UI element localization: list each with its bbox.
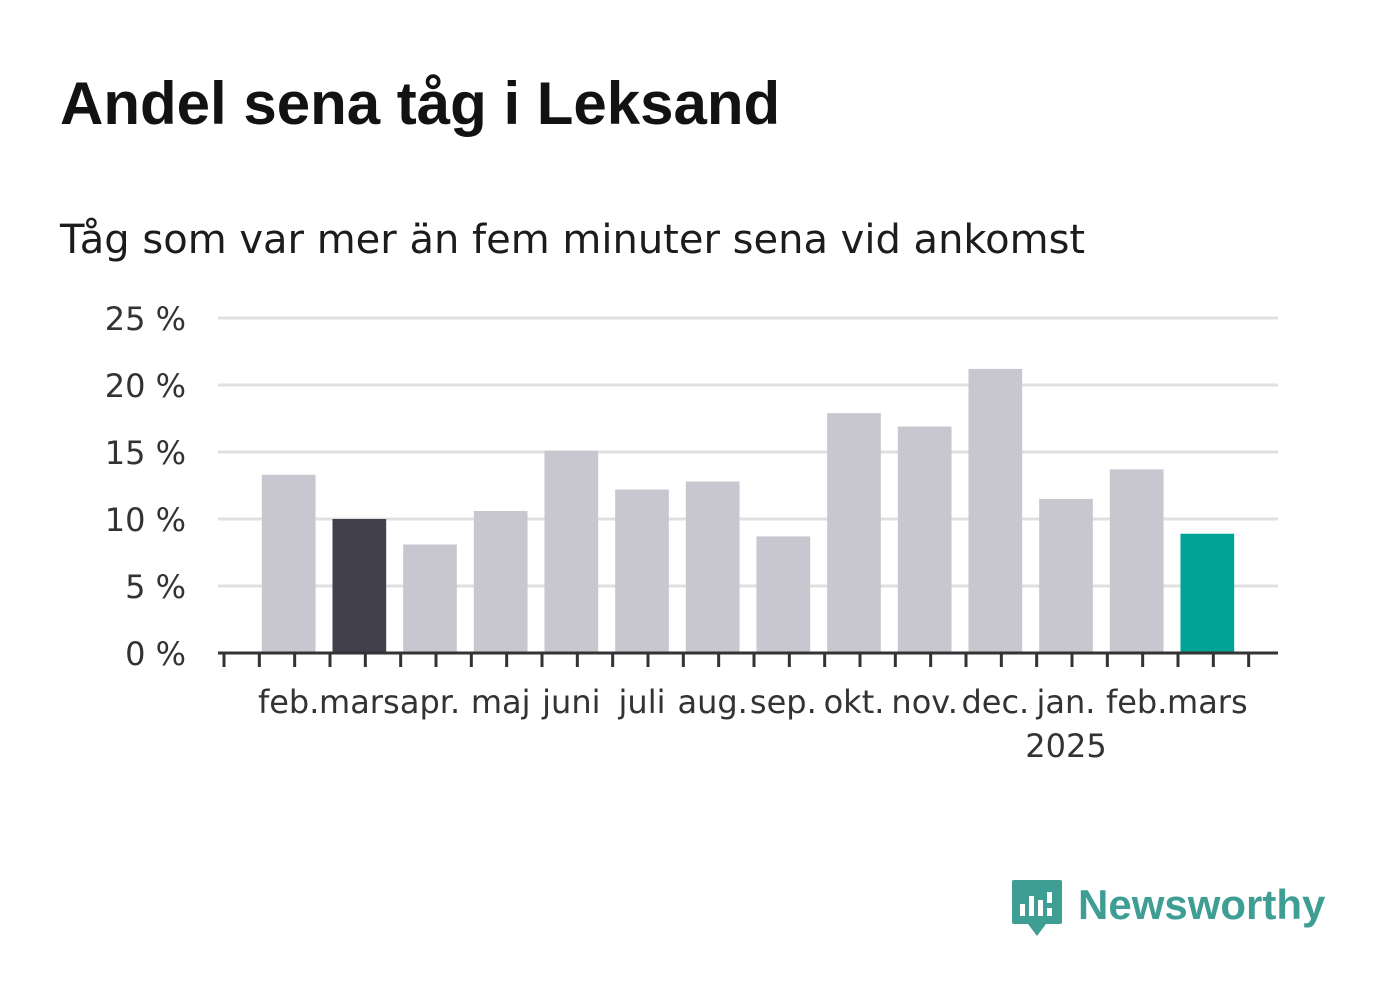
bar <box>897 426 952 653</box>
x-tick-label: feb. <box>258 683 319 721</box>
chart-subtitle: Tåg som var mer än fem minuter sena vid … <box>60 217 1086 263</box>
bar <box>1180 533 1235 653</box>
x-tick-label: apr. <box>400 683 460 721</box>
x-tick-label: aug. <box>677 683 747 721</box>
bar <box>544 450 599 653</box>
bar <box>332 519 387 653</box>
y-tick-label: 0 % <box>125 635 186 673</box>
x-tick-label: nov. <box>891 683 957 721</box>
y-tick-label: 15 % <box>105 434 186 472</box>
bar <box>473 510 528 653</box>
x-axis-tick-labels: feb. mars apr. maj juni juli aug. sep. okt. nov. d… <box>258 683 1248 765</box>
x-tick-label: jan. <box>1036 683 1096 721</box>
bar <box>756 536 811 653</box>
bar <box>968 368 1023 653</box>
x-tick-label: okt. <box>824 683 885 721</box>
logo-wordmark: Newsworthy <box>1078 881 1326 928</box>
x-tick-label: sep. <box>750 683 817 721</box>
x-tick-label: maj <box>471 683 531 721</box>
bars <box>261 368 1235 653</box>
newsworthy-logo: Newsworthy <box>1010 878 1325 940</box>
x-tick-label: mars <box>1167 683 1248 721</box>
bar <box>1039 498 1093 653</box>
y-tick-label: 20 % <box>105 367 186 405</box>
bar <box>261 474 316 653</box>
y-tick-label: 25 % <box>105 300 186 338</box>
x-axis <box>218 651 1278 667</box>
bar <box>403 544 457 653</box>
x-tick-label: feb. <box>1106 683 1167 721</box>
bar-chart: 0 %5 %10 %15 %20 %25 % feb. mars apr. maj ju… <box>105 300 1278 765</box>
x-tick-label: mars <box>319 683 400 721</box>
bar-chart-speech-bubble-icon <box>1012 880 1062 936</box>
x-tick-label: juli <box>618 683 666 721</box>
x-tick-sublabel: 2025 <box>1025 727 1106 765</box>
chart-title: Andel sena tåg i Leksand <box>60 70 781 137</box>
y-tick-label: 10 % <box>105 501 186 539</box>
y-tick-label: 5 % <box>125 568 186 606</box>
x-tick-label: dec. <box>961 683 1029 721</box>
gridlines <box>218 316 1278 588</box>
bar <box>615 489 669 653</box>
x-tick-label: juni <box>541 683 600 721</box>
bar <box>1109 469 1164 653</box>
y-axis-tick-labels: 0 % 5 % 10 % 15 % 20 % 25 % <box>105 300 186 673</box>
bar <box>827 413 881 653</box>
bar <box>685 481 740 653</box>
